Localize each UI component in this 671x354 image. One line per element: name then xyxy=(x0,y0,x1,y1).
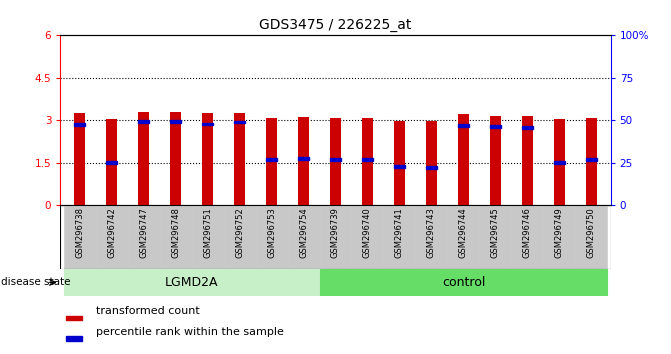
Bar xyxy=(64,205,95,269)
Text: GSM296751: GSM296751 xyxy=(203,207,212,258)
Bar xyxy=(394,121,405,205)
Bar xyxy=(362,158,373,161)
Bar xyxy=(138,120,149,122)
Bar xyxy=(191,205,223,269)
Bar xyxy=(202,113,213,205)
Text: GSM296739: GSM296739 xyxy=(331,207,340,258)
Bar xyxy=(66,336,83,341)
Bar xyxy=(298,117,309,205)
Text: LGMD2A: LGMD2A xyxy=(165,276,218,289)
Text: transformed count: transformed count xyxy=(96,306,200,316)
Text: GDS3475 / 226225_at: GDS3475 / 226225_at xyxy=(259,18,412,32)
Bar xyxy=(287,205,319,269)
Text: GSM296750: GSM296750 xyxy=(587,207,596,258)
Bar xyxy=(170,112,181,205)
Bar xyxy=(576,205,607,269)
Bar xyxy=(522,126,533,129)
Bar xyxy=(522,115,533,205)
Text: GSM296749: GSM296749 xyxy=(555,207,564,258)
Bar xyxy=(586,158,597,161)
Bar xyxy=(458,124,469,127)
Bar xyxy=(458,114,469,205)
Bar xyxy=(66,316,83,320)
Bar xyxy=(266,158,277,161)
Bar xyxy=(298,157,309,160)
Text: GSM296743: GSM296743 xyxy=(427,207,436,258)
Text: GSM296745: GSM296745 xyxy=(491,207,500,258)
Text: GSM296742: GSM296742 xyxy=(107,207,116,258)
Bar xyxy=(544,205,576,269)
Bar xyxy=(330,118,341,205)
Bar xyxy=(106,161,117,164)
Bar xyxy=(352,205,384,269)
Bar xyxy=(266,118,277,205)
Bar xyxy=(448,205,480,269)
Bar xyxy=(384,205,415,269)
Bar xyxy=(256,205,287,269)
Bar xyxy=(160,205,191,269)
Text: GSM296744: GSM296744 xyxy=(459,207,468,258)
Bar xyxy=(138,113,149,205)
Text: disease state: disease state xyxy=(1,277,71,287)
Text: GSM296753: GSM296753 xyxy=(267,207,276,258)
Bar xyxy=(223,205,256,269)
Text: percentile rank within the sample: percentile rank within the sample xyxy=(96,327,284,337)
Bar xyxy=(554,119,565,205)
Text: GSM296752: GSM296752 xyxy=(235,207,244,258)
Bar xyxy=(415,205,448,269)
Bar xyxy=(106,119,117,205)
Bar xyxy=(330,158,341,161)
Text: GSM296746: GSM296746 xyxy=(523,207,532,258)
Bar xyxy=(426,166,437,169)
Bar xyxy=(362,118,373,205)
Bar xyxy=(234,113,245,205)
Bar xyxy=(394,165,405,168)
Bar xyxy=(586,118,597,205)
Text: GSM296748: GSM296748 xyxy=(171,207,180,258)
Text: GSM296741: GSM296741 xyxy=(395,207,404,258)
Bar xyxy=(234,121,245,124)
Bar xyxy=(319,269,607,296)
Bar xyxy=(480,205,511,269)
Text: GSM296738: GSM296738 xyxy=(75,207,84,258)
Bar xyxy=(95,205,127,269)
Bar xyxy=(74,123,85,126)
Bar xyxy=(170,120,181,122)
Bar xyxy=(74,113,85,205)
Bar xyxy=(490,115,501,205)
Text: GSM296740: GSM296740 xyxy=(363,207,372,258)
Bar xyxy=(554,161,565,164)
Text: control: control xyxy=(442,276,485,289)
Bar xyxy=(64,269,319,296)
Bar xyxy=(127,205,160,269)
Text: GSM296754: GSM296754 xyxy=(299,207,308,258)
Bar xyxy=(511,205,544,269)
Bar xyxy=(319,205,352,269)
Text: GSM296747: GSM296747 xyxy=(139,207,148,258)
Bar xyxy=(490,125,501,128)
Bar xyxy=(202,122,213,125)
Bar xyxy=(426,121,437,205)
